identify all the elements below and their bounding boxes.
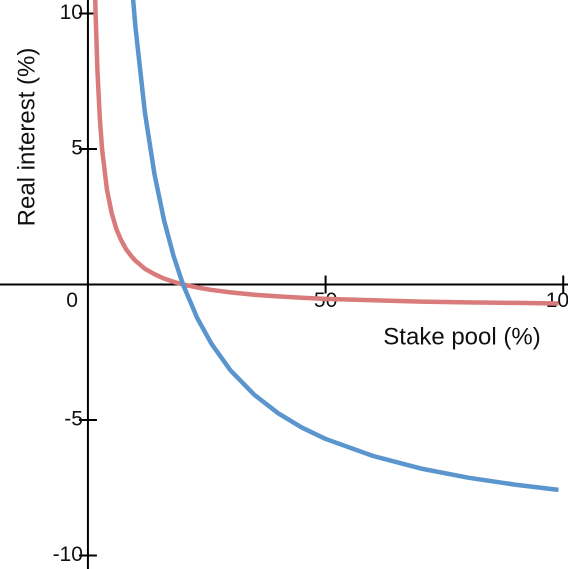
y-tick-label: -10: [53, 543, 83, 566]
y-tick-label: 0: [66, 289, 78, 312]
x-tick-label: 100: [546, 289, 568, 312]
x-axis-label: Stake pool (%): [383, 323, 540, 350]
y-tick-label: -5: [64, 408, 83, 431]
line-series: [130, 0, 559, 493]
y-tick-label: 5: [71, 137, 83, 160]
y-tick-label: 10: [60, 1, 83, 24]
line-series: [93, 0, 559, 306]
y-axis-label: Real interest (%): [13, 48, 40, 227]
